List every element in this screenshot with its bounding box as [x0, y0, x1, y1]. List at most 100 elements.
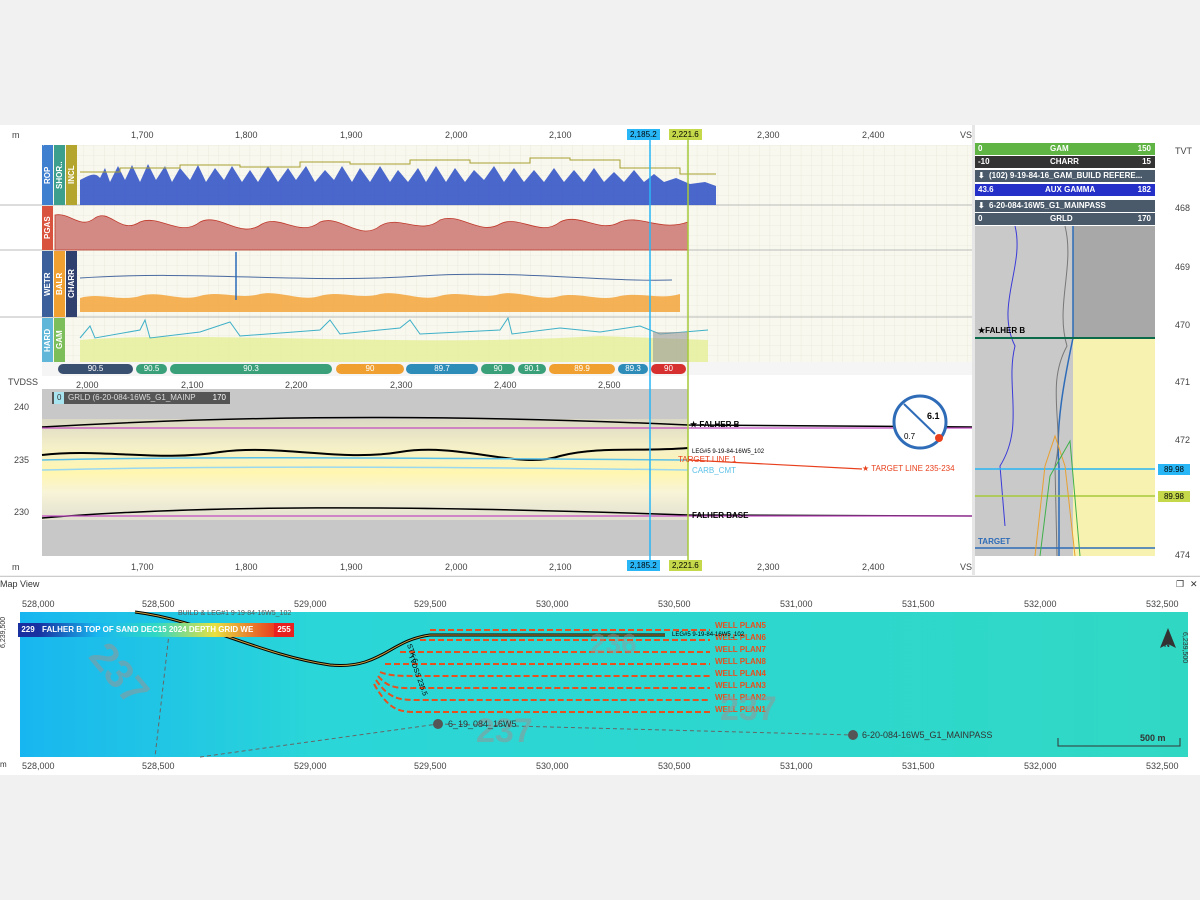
- well-plan-label[interactable]: WELL PLAN3: [715, 681, 766, 690]
- map-x-tick-bottom: 532,500: [1146, 761, 1179, 771]
- map-unit: m: [0, 760, 7, 769]
- bottom-axis-tick: 2,100: [549, 562, 572, 572]
- well-plan-label[interactable]: WELL PLAN2: [715, 693, 766, 702]
- pgas-strip: [42, 206, 53, 250]
- map-x-tick: 530,500: [658, 599, 691, 609]
- contour-label: 237: [476, 712, 533, 750]
- contour-label: 237: [720, 690, 777, 728]
- grld-header[interactable]: 0 GRLD 170: [975, 213, 1155, 225]
- incl-pill[interactable]: 90.1: [518, 364, 546, 374]
- grid-legend[interactable]: 0 GRLD (6-20-084-16W5_G1_MAINP 170: [52, 392, 230, 404]
- md-tick: 2,200: [285, 380, 308, 390]
- bottom-axis-tick: 2,000: [445, 562, 468, 572]
- map-x-tick: 530,000: [536, 599, 569, 609]
- carb-label: CARB_CMT: [692, 466, 737, 475]
- well-plan-label[interactable]: WELL PLAN7: [715, 645, 766, 654]
- incl-pill[interactable]: 89.9: [549, 364, 615, 374]
- wetr-strip: [42, 251, 53, 317]
- well1-header[interactable]: ⬇ (102) 9-19-84-16_GAM_BUILD REFERE...: [975, 170, 1155, 182]
- incl-pill[interactable]: 90.5: [136, 364, 167, 374]
- bottom-axis-tick: 2,300: [757, 562, 780, 572]
- north-icon: N: [1164, 640, 1170, 649]
- bottom-axis-tick: 1,900: [340, 562, 363, 572]
- tvt-tick: 470: [1175, 320, 1191, 330]
- target-line-label: TARGET LINE 1: [678, 455, 737, 464]
- bottom-margin: [0, 775, 1200, 900]
- incl-pill[interactable]: 90: [481, 364, 515, 374]
- well-plan-label[interactable]: WELL PLAN8: [715, 657, 766, 666]
- tvt-marker-1[interactable]: 89.98: [1158, 464, 1190, 475]
- tvdss-tick: 235: [14, 455, 30, 465]
- charr-strip: [66, 251, 77, 317]
- grid-legend-max: 170: [212, 393, 226, 402]
- incl-pill[interactable]: 89.7: [406, 364, 478, 374]
- incl-pill[interactable]: 89.3: [618, 364, 648, 374]
- download-icon[interactable]: ⬇: [978, 201, 985, 210]
- grid-legend-name: GRLD (6-20-084-16W5_G1_MAINP: [68, 393, 196, 402]
- tvt-falher-b: ★FALHER B: [978, 326, 1026, 335]
- md-tick: 2,100: [181, 380, 204, 390]
- incl-pill[interactable]: 90: [651, 364, 686, 374]
- top-axis-tick: 1,700: [131, 130, 154, 140]
- charr-header[interactable]: -10 CHARR 15: [975, 156, 1155, 168]
- map-x-tick-bottom: 530,000: [536, 761, 569, 771]
- map-legend[interactable]: 229 FALHER B TOP OF SAND DEC15 2024 DEPT…: [18, 623, 294, 637]
- target-235-label: ★ TARGET LINE 235-234: [862, 464, 955, 473]
- well-plan-label[interactable]: WELL PLAN1: [715, 705, 766, 714]
- well-label-build[interactable]: BUILD & LEG#1 9-19-84-16W5_102: [178, 610, 292, 617]
- well2-header[interactable]: ⬇ 6-20-084-16W5_G1_MAINPASS: [975, 200, 1155, 212]
- tvt-log-panel[interactable]: [975, 226, 1155, 556]
- map-y-label: 6,239,500: [0, 616, 7, 648]
- bottom-axis-tick: 2,400: [862, 562, 885, 572]
- top-axis-tick: 2,400: [862, 130, 885, 140]
- tvt-tick: 472: [1175, 435, 1191, 445]
- balr-strip: [54, 251, 65, 317]
- falher-base-label: FALHER BASE: [692, 511, 749, 520]
- top-axis-tick: 2,100: [549, 130, 572, 140]
- well-label-leg[interactable]: LEG#5 9-19-84-16W5_102: [672, 632, 745, 638]
- bottom-marker-a[interactable]: 2,185.2: [627, 560, 660, 571]
- incl-pill[interactable]: 90: [336, 364, 404, 374]
- tvdss-tick: 230: [14, 507, 30, 517]
- tvt-marker-2[interactable]: 89.98: [1158, 491, 1190, 502]
- map-x-tick-bottom: 529,500: [414, 761, 447, 771]
- close-icon[interactable]: ✕: [1190, 579, 1198, 589]
- top-axis-tick: 1,900: [340, 130, 363, 140]
- bottom-marker-b[interactable]: 2,221.6: [669, 560, 702, 571]
- well-plan-label[interactable]: WELL PLAN5: [715, 621, 766, 630]
- map-x-tick: 529,500: [414, 599, 447, 609]
- tvdss-tick: 240: [14, 402, 30, 412]
- map-x-tick: 528,000: [22, 599, 55, 609]
- map-title: Map View: [0, 579, 40, 589]
- restore-icon[interactable]: ❐: [1176, 579, 1185, 589]
- top-axis-vs: VS: [960, 130, 973, 140]
- leg-label: LEG#5 9-19-84-16W5_102: [692, 449, 765, 455]
- gam-header[interactable]: 0 GAM 150: [975, 143, 1155, 155]
- tvt-tick: 474: [1175, 550, 1191, 560]
- well-plan-label[interactable]: WELL PLAN6: [715, 633, 766, 642]
- marker-a-label[interactable]: 2,185.2: [627, 129, 660, 140]
- map-x-tick-bottom: 529,000: [294, 761, 327, 771]
- md-tick: 2,500: [598, 380, 621, 390]
- md-tick: 2,300: [390, 380, 413, 390]
- download-icon[interactable]: ⬇: [978, 171, 985, 180]
- map-x-tick-bottom: 531,500: [902, 761, 935, 771]
- map-x-tick-bottom: 528,500: [142, 761, 175, 771]
- well-label-w1[interactable]: 6_19_084_16W5: [448, 719, 517, 729]
- map-x-tick: 529,000: [294, 599, 327, 609]
- aux-header[interactable]: 43.6 AUX GAMMA 182: [975, 184, 1155, 196]
- incl-pill[interactable]: 90.3: [170, 364, 332, 374]
- marker-b-label[interactable]: 2,221.6: [669, 129, 702, 140]
- map-y-label-right: 6,239,500: [1181, 632, 1188, 664]
- top-axis-tick: 1,800: [235, 130, 258, 140]
- map-x-tick: 528,500: [142, 599, 175, 609]
- well-plan-label[interactable]: WELL PLAN4: [715, 669, 766, 678]
- well-label-w2[interactable]: 6-20-084-16W5_G1_MAINPASS: [862, 730, 993, 740]
- incl-pill[interactable]: 90.5: [58, 364, 133, 374]
- incl-strip: [66, 145, 77, 205]
- md-tick: 2,400: [494, 380, 517, 390]
- scale-bar-label: 500 m: [1140, 733, 1166, 743]
